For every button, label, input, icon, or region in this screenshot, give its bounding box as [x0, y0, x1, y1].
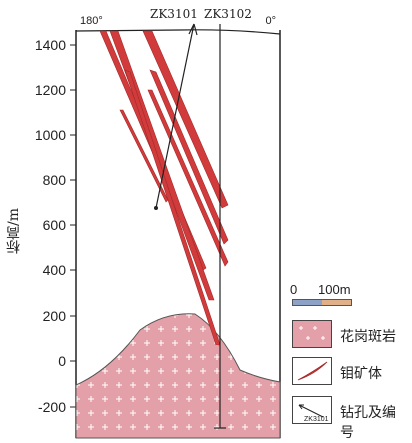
azimuth-left-label: 180°: [80, 15, 103, 27]
legend-item-drillhole: ZK3101 钻孔及编号: [292, 396, 402, 441]
scale-zero-label: 0: [290, 282, 298, 297]
y-axis-label: 标高/m: [6, 208, 22, 254]
azimuth-right-label: 0°: [265, 15, 276, 27]
y-tick-label: 0: [58, 353, 66, 369]
orebody: [147, 89, 229, 267]
drillhole-label-zk3101: ZK3101: [150, 7, 198, 21]
y-tick-label: 1400: [35, 37, 66, 53]
y-tick-label: 400: [43, 262, 67, 278]
legend-label: 花岗斑岩: [340, 329, 396, 345]
y-axis-ticks: [70, 44, 76, 408]
granite-porphyry-body: [75, 313, 281, 439]
orebody: [142, 30, 229, 209]
legend-label: 钻孔及编号: [340, 405, 396, 441]
scale-bar-graphic: [292, 299, 352, 306]
drillhole-sample-label: ZK3101: [304, 416, 329, 423]
y-axis-tick-labels: 1400 1200 1000 800 600 400 200 0 -200: [35, 37, 66, 415]
scale-length-label: 100m: [318, 282, 351, 297]
orebody-swatch: [292, 357, 332, 385]
drillhole-zk3102: [214, 24, 226, 429]
legend-label: 钼矿体: [340, 366, 382, 382]
y-tick-label: 800: [43, 172, 67, 188]
orebody: [149, 69, 229, 245]
orebody: [119, 109, 169, 203]
y-tick-label: 600: [43, 217, 67, 233]
drillhole-zk3101: [154, 23, 198, 210]
legend-item-granite: 花岗斑岩: [292, 320, 402, 352]
y-tick-label: 200: [43, 308, 67, 324]
y-tick-label: 1000: [35, 127, 66, 143]
y-tick-label: -200: [38, 399, 66, 415]
legend-item-orebody: 钼矿体: [292, 357, 402, 389]
molybdenum-orebodies: [99, 30, 229, 346]
drillhole-swatch: ZK3101: [292, 396, 332, 424]
y-tick-label: 1200: [35, 82, 66, 98]
drillhole-label-zk3102: ZK3102: [204, 7, 252, 21]
granite-swatch: [292, 320, 332, 348]
scale-bar: 0 100m: [290, 282, 362, 310]
topographic-surface: [75, 29, 281, 35]
